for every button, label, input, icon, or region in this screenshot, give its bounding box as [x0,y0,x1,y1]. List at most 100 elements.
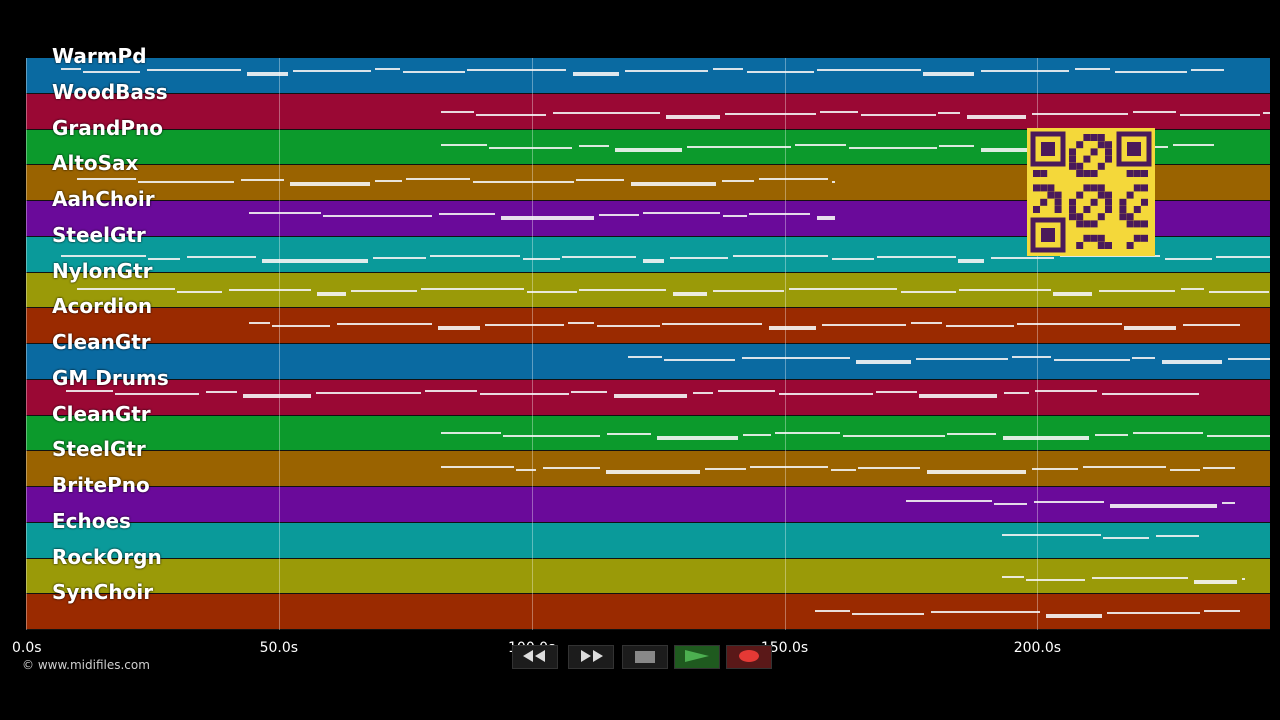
note-bar [630,182,716,187]
note-bar [137,181,234,184]
track-lane [26,558,1270,595]
note-bar [712,290,784,293]
note-bar [1102,392,1200,395]
note-bar [966,114,1026,119]
note-bar [1132,432,1203,435]
note-bar [61,254,147,257]
note-bar [1241,578,1245,581]
note-bar [855,359,911,364]
track-lane [26,415,1270,452]
note-bar [1208,291,1269,294]
record-button[interactable] [726,645,772,669]
note-bar [814,610,850,613]
note-bar [552,111,660,114]
play-button[interactable] [674,645,720,669]
track-label: AltoSax [52,151,139,176]
grid-line [784,58,786,630]
note-bar [61,67,82,70]
note-bar [1131,356,1155,359]
note-bar [1045,614,1102,619]
note-bar [467,68,567,71]
note-bar [794,144,846,147]
rewind-button[interactable] [512,645,558,669]
note-bar [480,392,570,395]
note-bar [523,257,561,260]
track-label: SteelGtr [52,222,146,247]
note-bar [1182,324,1240,327]
tick-label: 50.0s [259,640,299,656]
note-bar [1206,435,1270,438]
note-bar [1165,257,1213,260]
note-bar [643,258,665,263]
note-bar [488,147,572,150]
note-bar [693,391,714,394]
track-label: Echoes [52,508,131,533]
note-bar [910,322,942,325]
track-lane [26,58,1270,94]
note-bar [206,390,238,393]
grid-line [278,58,280,630]
stop-button[interactable] [622,645,668,669]
fast-forward-button[interactable] [568,645,614,669]
track-lane [26,308,1270,344]
note-bar [440,432,501,435]
track-label: GM Drums [52,365,169,390]
note-bar [147,68,242,71]
note-bar [915,357,1008,360]
note-bar [1053,358,1130,361]
note-bar [945,325,1014,328]
note-bar [176,291,222,294]
note-bar [821,324,906,327]
track-lane [26,522,1270,559]
note-bar [248,322,270,325]
track-label: BritePno [52,473,150,497]
note-bar [405,178,470,181]
track-lanes [26,58,1270,630]
note-bar [1001,576,1024,579]
note-bar [373,256,427,259]
note-bar [1091,577,1188,580]
note-bar [819,110,858,113]
tick-label: 200.0s [1013,640,1062,656]
track-label: CleanGtr [52,401,151,426]
note-bar [472,181,574,184]
grid-line [531,58,533,630]
track-label: CleanGtr [52,330,151,354]
track-label: RockOrgn [52,544,162,569]
note-bar [475,113,546,116]
note-bar [1109,503,1217,508]
note-bar [1031,468,1078,471]
note-bar [526,291,577,294]
note-bar [663,358,735,361]
note-bar [851,613,924,616]
note-bar [758,178,828,181]
note-bar [670,256,729,259]
note-bar [542,467,600,470]
track-label: GrandPno [52,115,163,140]
note-bar [1115,70,1188,73]
note-bar [83,70,141,73]
note-bar [937,111,960,114]
note-bar [567,322,594,325]
grid-line [1037,58,1039,630]
track-label: SteelGtr [52,437,146,462]
note-bar [289,182,370,187]
note-bar [724,112,816,115]
note-bar [575,179,624,182]
note-bar [748,212,810,215]
note-bar [842,435,945,438]
track-lane [26,379,1270,416]
note-bar [672,292,707,297]
note-bar [1094,434,1128,437]
note-bar [316,391,422,394]
note-bar [316,292,346,297]
note-bar [857,467,920,470]
note-bar [571,390,608,393]
note-bar [578,289,666,292]
note-bar [980,148,1053,153]
note-bar [1106,612,1200,615]
transport-controls [512,645,772,669]
note-bar [1002,436,1089,441]
note-bar [440,110,474,113]
note-bar [938,145,974,148]
